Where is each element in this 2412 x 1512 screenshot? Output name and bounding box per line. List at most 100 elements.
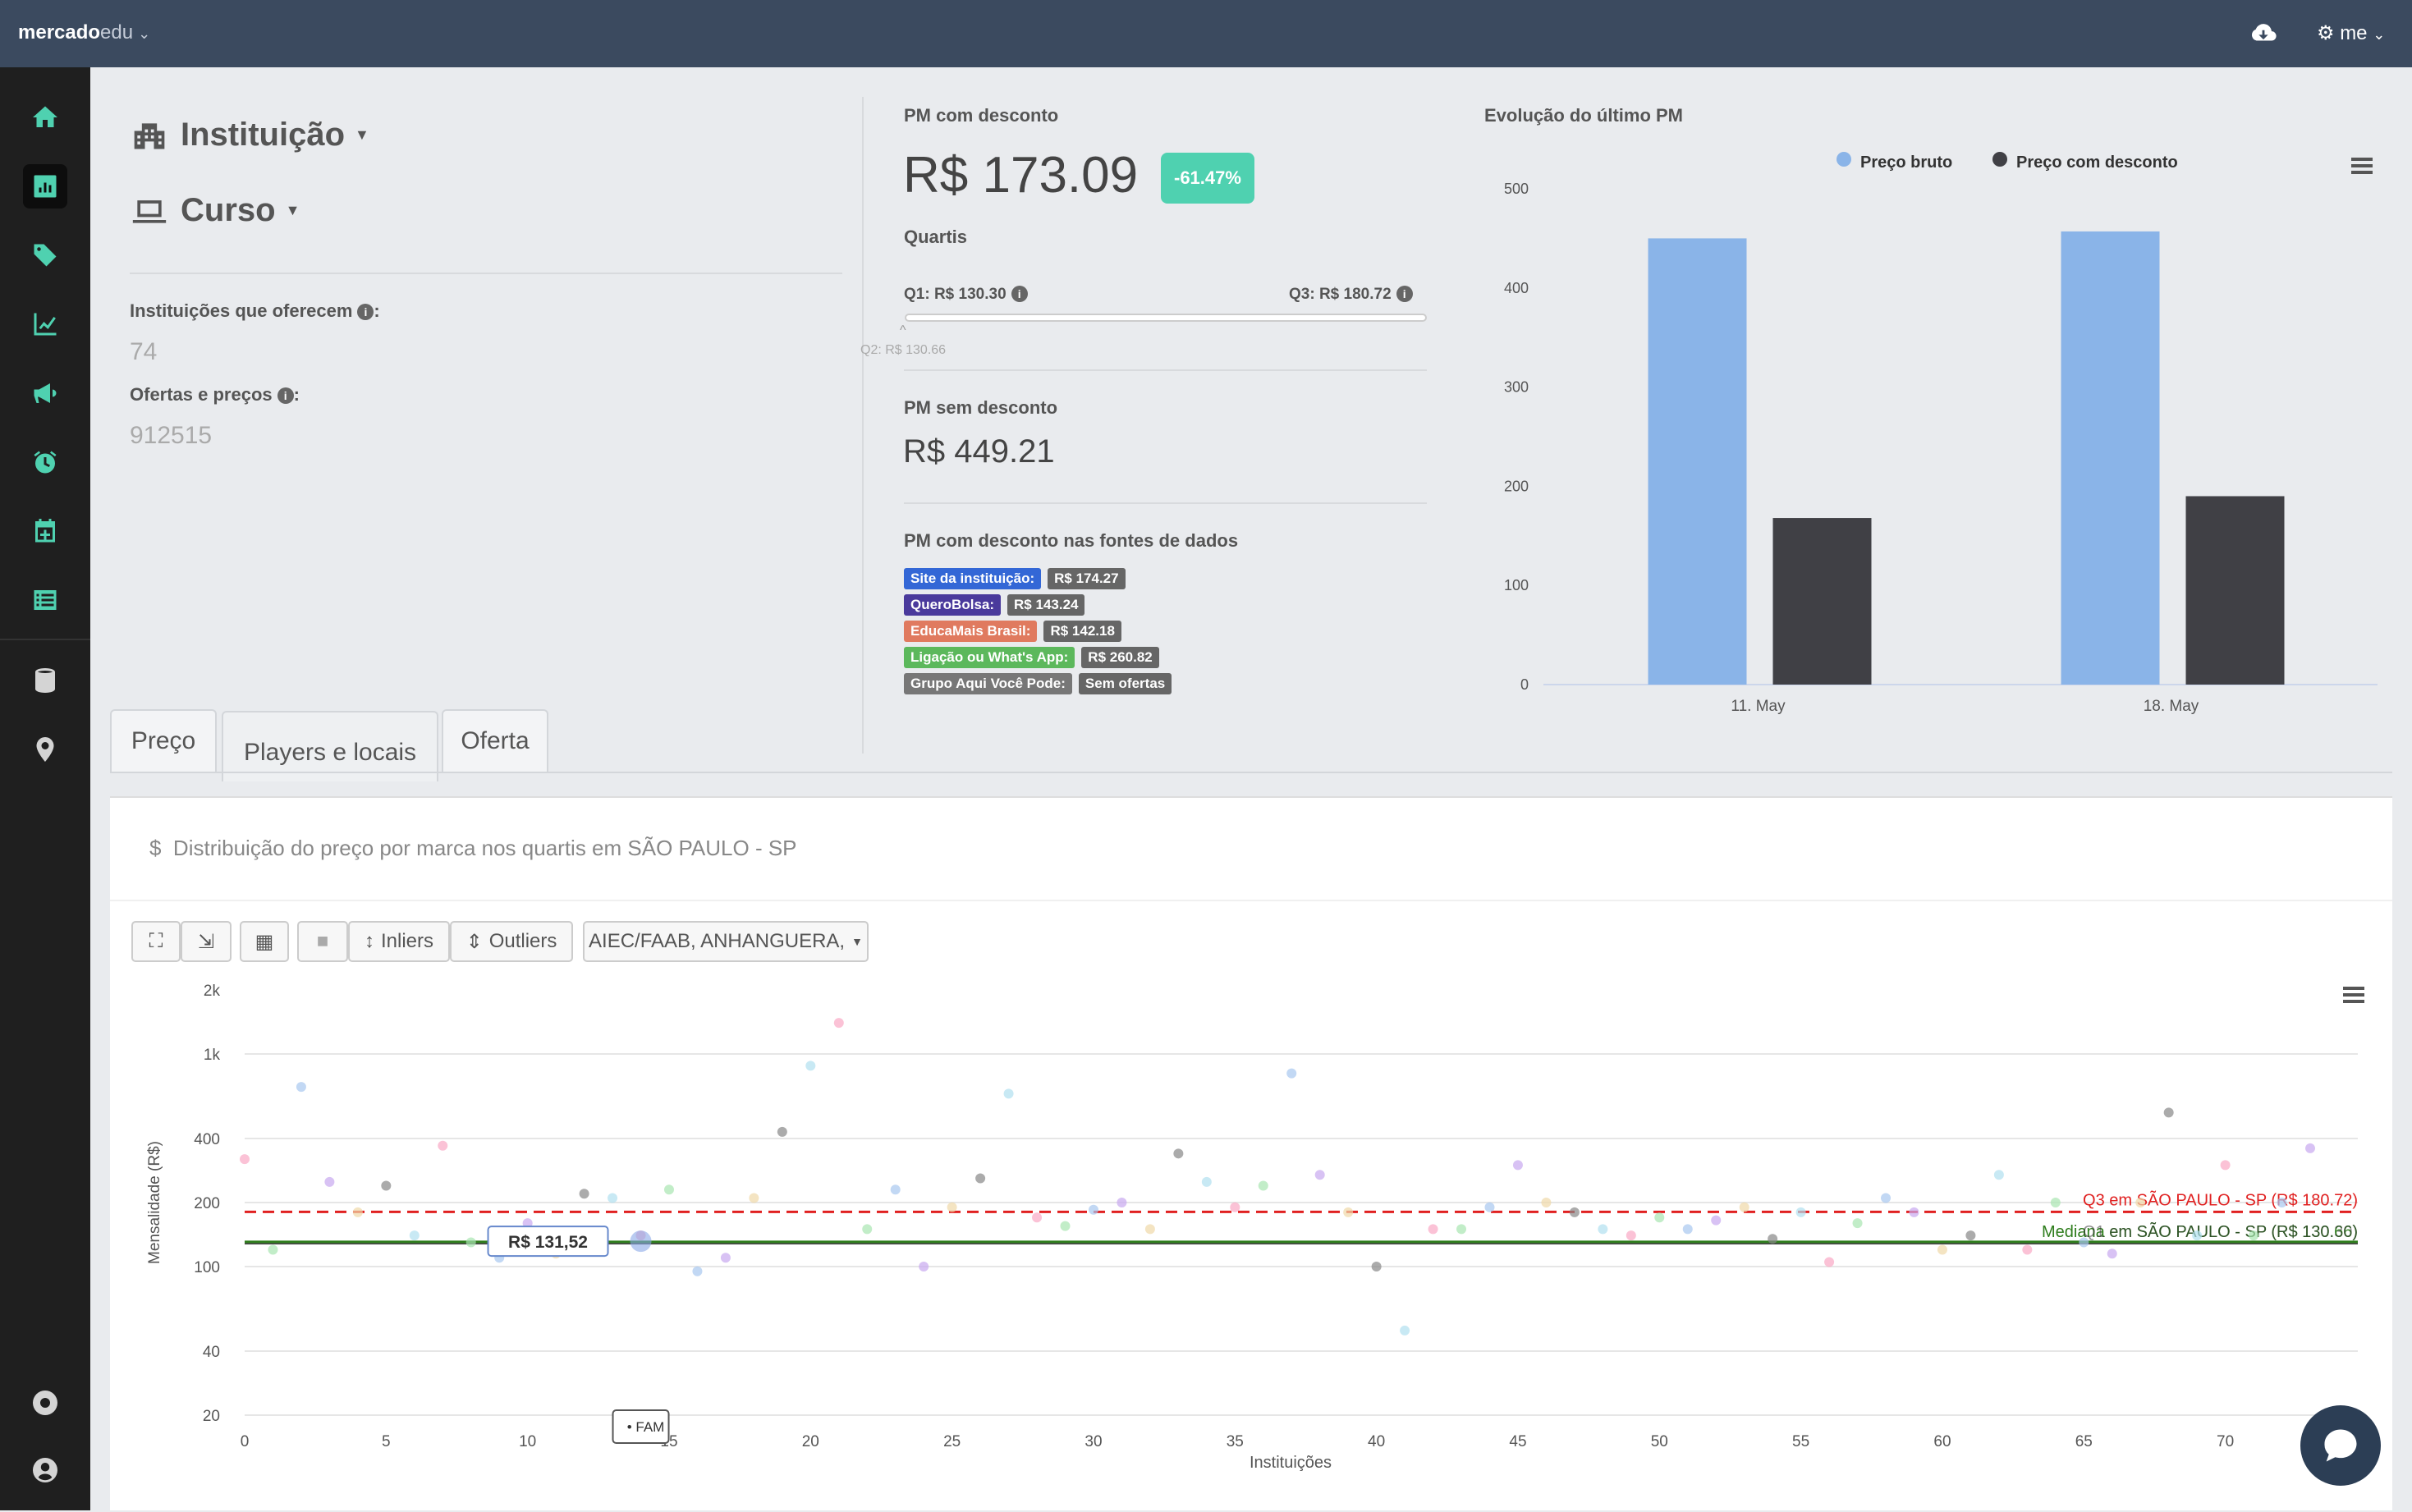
tab-baseline: [110, 772, 2392, 773]
column-divider: [862, 97, 864, 754]
hamburger-icon: [2351, 158, 2373, 174]
sidebar: [0, 67, 90, 1510]
map-pin-icon: [36, 737, 54, 762]
x-tick-label: 60: [1933, 1433, 1951, 1450]
calendar-icon: [35, 519, 55, 543]
sidebar-item-alerts[interactable]: [23, 440, 67, 484]
compress-button[interactable]: ⇲: [181, 921, 232, 962]
data-point: [833, 1018, 844, 1029]
table-button[interactable]: ▦: [240, 921, 289, 962]
q1-label: Q1 em SÃO PAULO - SP (R$ 130.30): [2083, 1221, 2358, 1241]
sidebar-item-home[interactable]: [23, 95, 67, 140]
divider: [130, 273, 842, 274]
data-point: [2277, 1198, 2287, 1207]
info-icon[interactable]: i: [1396, 286, 1413, 302]
x-tick-label: 5: [382, 1433, 391, 1450]
data-point: [409, 1230, 420, 1241]
support-icon: [33, 1391, 57, 1415]
chat-button[interactable]: [2300, 1405, 2381, 1486]
chart-menu-button[interactable]: [2351, 158, 2376, 181]
source-value: R$ 174.27: [1048, 568, 1126, 589]
inliers-button[interactable]: ↕ Inliers: [348, 921, 450, 962]
square-icon: ■: [316, 930, 329, 952]
tab-oferta[interactable]: Oferta: [442, 709, 548, 772]
data-point: [324, 1176, 335, 1187]
data-point: [1003, 1088, 1014, 1099]
sidebar-item-dashboard[interactable]: [23, 164, 67, 208]
data-point: [1456, 1224, 1467, 1235]
institutions-count: 74: [130, 338, 158, 365]
x-tooltip-label: • FAM: [627, 1419, 665, 1435]
source-name: Ligação ou What's App:: [904, 647, 1075, 668]
data-point: [890, 1184, 901, 1195]
legend-label: Preço bruto: [1860, 153, 1952, 172]
x-tooltip-box: [612, 1409, 670, 1444]
data-point: [1541, 1198, 1552, 1207]
arrows-vertical-icon: ↕: [364, 930, 374, 952]
institution-filter[interactable]: Instituição ▼: [130, 117, 369, 153]
x-tick-label: 35: [1227, 1433, 1244, 1450]
stop-button[interactable]: ■: [297, 921, 348, 962]
database-icon: [35, 668, 55, 693]
data-point: [1598, 1224, 1608, 1235]
sidebar-item-calendar[interactable]: [23, 509, 67, 553]
course-filter[interactable]: Curso ▼: [130, 192, 300, 229]
caret-down-icon: ▼: [851, 935, 863, 948]
outliers-button[interactable]: ⇕ Outliers: [450, 921, 573, 962]
sidebar-divider: [0, 639, 90, 640]
pm-no-discount-value: R$ 449.21: [903, 433, 1055, 470]
info-icon[interactable]: i: [357, 304, 374, 320]
sidebar-item-profile[interactable]: [23, 1448, 67, 1492]
data-point: [2107, 1249, 2117, 1259]
sidebar-item-trends[interactable]: [23, 302, 67, 346]
source-value: Sem ofertas: [1078, 673, 1172, 694]
y-tick-label: 0: [1520, 676, 1529, 693]
sidebar-item-list[interactable]: [23, 578, 67, 622]
tab-players-locais[interactable]: Players e locais: [222, 711, 438, 781]
y-tick-label: 100: [194, 1259, 220, 1276]
data-point: [1569, 1207, 1580, 1217]
sidebar-item-support[interactable]: [23, 1381, 67, 1425]
brand-logo[interactable]: mercadoedu ⌄: [18, 21, 151, 44]
q3-label: Q3 em SÃO PAULO - SP (R$ 180.72): [2083, 1189, 2358, 1209]
tab-preco[interactable]: Preço: [110, 709, 217, 772]
y-tick-label: 1k: [204, 1047, 221, 1064]
bar: [1772, 518, 1872, 685]
data-point: [1032, 1212, 1043, 1223]
pm-discount-value: R$ 173.09: [903, 147, 1139, 204]
cloud-download-icon[interactable]: [2249, 20, 2277, 48]
quartile-bar: [905, 314, 1427, 322]
dollar-icon: $: [149, 836, 162, 860]
evolution-chart: Preço bruto Preço com desconto 0 100 200 300 4…: [1504, 152, 2378, 715]
data-point: [381, 1180, 392, 1191]
compress-vertical-icon: ⇕: [465, 930, 483, 953]
caret-down-icon: ▼: [355, 126, 369, 143]
sidebar-item-tags[interactable]: [23, 233, 67, 277]
data-point: [2305, 1143, 2315, 1153]
sidebar-item-locations[interactable]: [23, 727, 67, 772]
brands-select[interactable]: AIEC/FAAB, ANHANGUERA, ▼: [583, 921, 869, 962]
data-point: [1258, 1180, 1268, 1191]
chart-menu-button[interactable]: [2343, 987, 2368, 1003]
fullscreen-button[interactable]: ⛶: [131, 921, 181, 962]
user-menu[interactable]: ⚙ me ⌄: [2317, 22, 2386, 44]
offers-count: 912515: [130, 422, 213, 449]
data-point: [240, 1154, 250, 1165]
q3-label: Q3: R$ 180.72 i: [1289, 286, 1413, 304]
info-icon[interactable]: i: [277, 387, 294, 404]
highlight-point: [630, 1230, 652, 1253]
data-point: [1937, 1244, 1947, 1255]
x-tick-label: 70: [2217, 1433, 2234, 1450]
data-point: [296, 1082, 306, 1093]
distribution-title: $ Distribuição do preço por marca nos qu…: [149, 836, 797, 860]
x-tick-label: 0: [241, 1433, 250, 1450]
legend-label: Preço com desconto: [2016, 153, 2178, 172]
sidebar-item-campaigns[interactable]: [23, 371, 67, 415]
x-axis-label: Instituições: [1250, 1454, 1332, 1472]
x-tick-label: 65: [2075, 1433, 2093, 1450]
info-icon[interactable]: i: [1011, 286, 1028, 302]
sidebar-item-database[interactable]: [23, 658, 67, 703]
data-point: [1314, 1170, 1325, 1180]
y-tick-label: 400: [194, 1131, 220, 1148]
